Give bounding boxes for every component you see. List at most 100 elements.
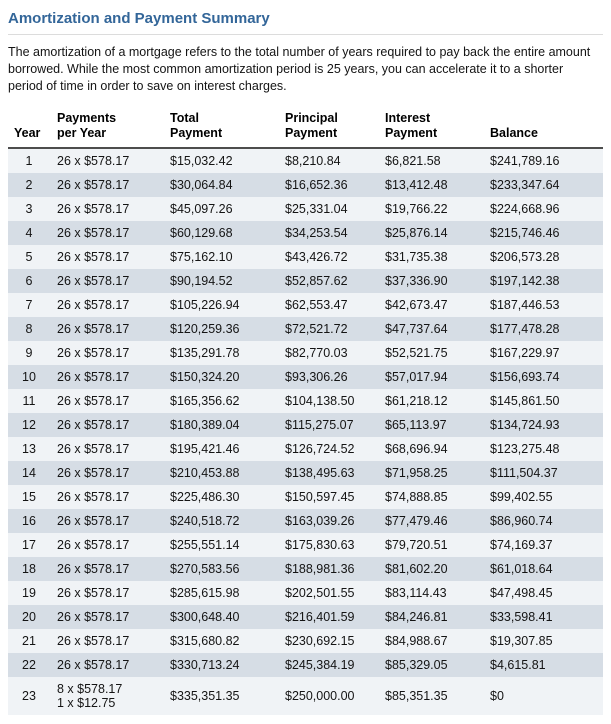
column-header-balance: Balance [485, 108, 603, 149]
header-row: Year Payments per Year Total Payment Principa… [8, 108, 603, 149]
principal-cell: $202,501.55 [285, 586, 355, 600]
balance-cell: $123,275.48 [490, 442, 560, 456]
table-row: 4 26 x $578.17 $60,129.68 $34,253.54 $25,876… [8, 221, 603, 245]
year-cell: 17 [22, 538, 36, 552]
year-cell: 22 [22, 658, 36, 672]
balance-cell: $33,598.41 [490, 610, 553, 624]
payments-cell: 26 x $578.17 [57, 370, 130, 384]
interest-cell: $31,735.38 [385, 250, 448, 264]
interest-cell: $83,114.43 [385, 586, 447, 600]
balance-cell: $86,960.74 [490, 514, 553, 528]
balance-cell: $47,498.45 [490, 586, 553, 600]
balance-cell: $241,789.16 [490, 154, 560, 168]
principal-cell: $126,724.52 [285, 442, 355, 456]
interest-cell: $84,246.81 [385, 610, 448, 624]
principal-cell: $52,857.62 [285, 274, 348, 288]
year-cell: 12 [22, 418, 36, 432]
total-cell: $335,351.35 [170, 689, 240, 703]
interest-cell: $57,017.94 [385, 370, 448, 384]
table-row: 1 26 x $578.17 $15,032.42 $8,210.84 $6,821.5… [8, 148, 603, 173]
total-cell: $270,583.56 [170, 562, 240, 576]
table-row: 10 26 x $578.17 $150,324.20 $93,306.26 $57,0… [8, 365, 603, 389]
total-cell: $210,453.88 [170, 466, 240, 480]
year-cell: 10 [22, 370, 36, 384]
column-header-interest: Interest Payment [380, 108, 485, 149]
payments-cell: 26 x $578.17 [57, 418, 130, 432]
principal-cell: $216,401.59 [285, 610, 355, 624]
principal-cell: $43,426.72 [285, 250, 348, 264]
total-cell: $30,064.84 [170, 178, 233, 192]
year-cell: 8 [25, 322, 33, 336]
table-row: 14 26 x $578.17 $210,453.88 $138,495.63 $71,… [8, 461, 603, 485]
balance-cell: $4,615.81 [490, 658, 546, 672]
balance-cell: $233,347.64 [490, 178, 560, 192]
payments-cell: 26 x $578.17 [57, 586, 130, 600]
principal-cell: $150,597.45 [285, 490, 355, 504]
year-cell: 16 [22, 514, 36, 528]
table-row: 21 26 x $578.17 $315,680.82 $230,692.15 $84,… [8, 629, 603, 653]
total-cell: $240,518.72 [170, 514, 240, 528]
total-cell: $165,356.62 [170, 394, 240, 408]
principal-cell: $250,000.00 [285, 689, 355, 703]
principal-cell: $188,981.36 [285, 562, 355, 576]
payments-cell: 26 x $578.17 [57, 274, 130, 288]
interest-cell: $25,876.14 [385, 226, 448, 240]
total-cell: $255,551.14 [170, 538, 240, 552]
interest-cell: $52,521.75 [385, 346, 448, 360]
table-row: 12 26 x $578.17 $180,389.04 $115,275.07 $65,… [8, 413, 603, 437]
payments-cell: 26 x $578.17 [57, 346, 130, 360]
interest-cell: $65,113.97 [385, 418, 447, 432]
interest-cell: $81,602.20 [385, 562, 448, 576]
interest-cell: $74,888.85 [385, 490, 448, 504]
total-cell: $330,713.24 [170, 658, 240, 672]
year-cell: 2 [25, 178, 33, 192]
total-cell: $135,291.78 [170, 346, 240, 360]
table-row: 3 26 x $578.17 $45,097.26 $25,331.04 $19,766… [8, 197, 603, 221]
payments-cell: 26 x $578.17 [57, 298, 130, 312]
balance-cell: $0 [490, 689, 504, 703]
year-cell: 20 [22, 610, 36, 624]
balance-cell: $145,861.50 [490, 394, 560, 408]
year-cell: 19 [22, 586, 36, 600]
principal-cell: $8,210.84 [285, 154, 341, 168]
payments-cell: 26 x $578.17 [57, 394, 130, 408]
table-row: 23 8 x $578.17 1 x $12.75 $335,351.35 $250,0… [8, 677, 603, 715]
interest-cell: $84,988.67 [385, 634, 448, 648]
balance-cell: $167,229.97 [490, 346, 560, 360]
year-cell: 18 [22, 562, 36, 576]
balance-cell: $134,724.93 [490, 418, 560, 432]
payments-cell: 26 x $578.17 [57, 610, 130, 624]
payments-cell: 26 x $578.17 [57, 322, 130, 336]
principal-cell: $82,770.03 [285, 346, 348, 360]
balance-cell: $206,573.28 [490, 250, 560, 264]
table-row: 15 26 x $578.17 $225,486.30 $150,597.45 $74,… [8, 485, 603, 509]
payments-cell: 26 x $578.17 [57, 154, 130, 168]
interest-cell: $85,329.05 [385, 658, 448, 672]
intro-text: The amortization of a mortgage refers to… [8, 45, 591, 93]
table-row: 6 26 x $578.17 $90,194.52 $52,857.62 $37,336… [8, 269, 603, 293]
payments-cell: 8 x $578.17 1 x $12.75 [57, 682, 123, 710]
balance-cell: $61,018.64 [490, 562, 553, 576]
interest-cell: $42,673.47 [385, 298, 448, 312]
payments-cell: 26 x $578.17 [57, 202, 130, 216]
interest-cell: $77,479.46 [385, 514, 448, 528]
year-cell: 7 [25, 298, 33, 312]
principal-cell: $62,553.47 [285, 298, 348, 312]
balance-cell: $215,746.46 [490, 226, 560, 240]
column-header-total: Total Payment [165, 108, 280, 149]
total-cell: $15,032.42 [170, 154, 233, 168]
payments-cell: 26 x $578.17 [57, 178, 130, 192]
page-title: Amortization and Payment Summary [8, 8, 603, 35]
year-cell: 13 [22, 442, 36, 456]
table-row: 19 26 x $578.17 $285,615.98 $202,501.55 $83,… [8, 581, 603, 605]
principal-cell: $25,331.04 [285, 202, 348, 216]
year-cell: 6 [25, 274, 33, 288]
total-cell: $225,486.30 [170, 490, 240, 504]
total-cell: $300,648.40 [170, 610, 240, 624]
year-cell: 3 [25, 202, 33, 216]
total-cell: $315,680.82 [170, 634, 240, 648]
principal-cell: $230,692.15 [285, 634, 355, 648]
table-row: 22 26 x $578.17 $330,713.24 $245,384.19 $85,… [8, 653, 603, 677]
total-cell: $60,129.68 [170, 226, 233, 240]
